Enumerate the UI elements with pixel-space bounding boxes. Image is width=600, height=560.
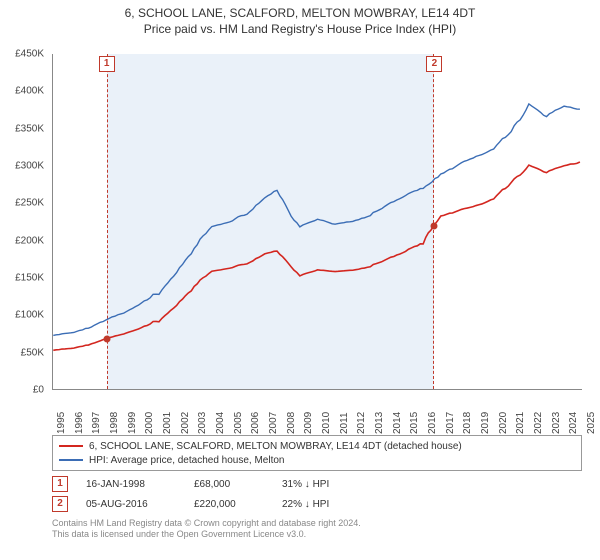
legend-swatch bbox=[59, 445, 83, 447]
marker-badge-1: 1 bbox=[99, 56, 115, 72]
x-tick-label: 2003 bbox=[197, 416, 207, 434]
x-tick-label: 2005 bbox=[233, 416, 243, 434]
header: 6, SCHOOL LANE, SCALFORD, MELTON MOWBRAY… bbox=[0, 0, 600, 36]
x-tick-label: 2021 bbox=[515, 416, 525, 434]
x-tick-label: 1998 bbox=[109, 416, 119, 434]
sale-marker-badge: 1 bbox=[52, 476, 68, 492]
x-tick-label: 2013 bbox=[374, 416, 384, 434]
x-tick-label: 1995 bbox=[56, 416, 66, 434]
x-tick-label: 2007 bbox=[268, 416, 278, 434]
y-tick-label: £300K bbox=[0, 161, 48, 172]
footer: Contains HM Land Registry data © Crown c… bbox=[52, 518, 582, 541]
sale-price: £220,000 bbox=[194, 499, 264, 510]
legend-label: HPI: Average price, detached house, Melt… bbox=[89, 455, 285, 466]
legend-row: 6, SCHOOL LANE, SCALFORD, MELTON MOWBRAY… bbox=[59, 439, 575, 453]
marker-badge-2: 2 bbox=[426, 56, 442, 72]
legend-swatch bbox=[59, 459, 83, 461]
x-tick-label: 2018 bbox=[462, 416, 472, 434]
series-property bbox=[53, 162, 580, 350]
x-tick-label: 2019 bbox=[480, 416, 490, 434]
sale-price: £68,000 bbox=[194, 479, 264, 490]
sales-info: 1 16-JAN-1998 £68,000 31% ↓ HPI 2 05-AUG-2016… bbox=[52, 474, 582, 514]
x-tick-label: 2004 bbox=[215, 416, 225, 434]
series-hpi bbox=[53, 104, 580, 336]
sale-row: 2 05-AUG-2016 £220,000 22% ↓ HPI bbox=[52, 494, 582, 514]
marker-dot-1 bbox=[103, 336, 110, 343]
y-tick-label: £100K bbox=[0, 310, 48, 321]
legend-label: 6, SCHOOL LANE, SCALFORD, MELTON MOWBRAY… bbox=[89, 441, 462, 452]
x-tick-label: 2002 bbox=[180, 416, 190, 434]
x-tick-label: 2009 bbox=[303, 416, 313, 434]
y-tick-label: £0 bbox=[0, 385, 48, 396]
sale-delta: 31% ↓ HPI bbox=[282, 479, 362, 490]
x-tick-label: 2011 bbox=[339, 416, 349, 434]
x-tick-label: 2025 bbox=[586, 416, 596, 434]
y-tick-label: £150K bbox=[0, 273, 48, 284]
footer-line-2: This data is licensed under the Open Gov… bbox=[52, 529, 582, 540]
x-tick-label: 2008 bbox=[286, 416, 296, 434]
x-tick-label: 2000 bbox=[144, 416, 154, 434]
x-tick-label: 2006 bbox=[250, 416, 260, 434]
x-tick-label: 2017 bbox=[445, 416, 455, 434]
y-tick-label: £350K bbox=[0, 123, 48, 134]
x-tick-label: 2023 bbox=[551, 416, 561, 434]
x-tick-label: 2001 bbox=[162, 416, 172, 434]
legend: 6, SCHOOL LANE, SCALFORD, MELTON MOWBRAY… bbox=[52, 435, 582, 471]
y-tick-label: £450K bbox=[0, 49, 48, 60]
x-tick-label: 2012 bbox=[356, 416, 366, 434]
sale-row: 1 16-JAN-1998 £68,000 31% ↓ HPI bbox=[52, 474, 582, 494]
y-tick-label: £200K bbox=[0, 235, 48, 246]
x-tick-label: 1996 bbox=[74, 416, 84, 434]
x-axis-ticks: 1995199619971998199920002001200220032004… bbox=[52, 390, 582, 430]
y-tick-label: £50K bbox=[0, 347, 48, 358]
chart-container: 6, SCHOOL LANE, SCALFORD, MELTON MOWBRAY… bbox=[0, 0, 600, 560]
x-tick-label: 1997 bbox=[91, 416, 101, 434]
x-tick-label: 2022 bbox=[533, 416, 543, 434]
x-tick-label: 2010 bbox=[321, 416, 331, 434]
sale-marker-badge: 2 bbox=[52, 496, 68, 512]
marker-dot-2 bbox=[431, 222, 438, 229]
x-tick-label: 2014 bbox=[392, 416, 402, 434]
sale-date: 05-AUG-2016 bbox=[86, 499, 176, 510]
series-layer bbox=[53, 54, 582, 389]
sale-date: 16-JAN-1998 bbox=[86, 479, 176, 490]
x-tick-label: 2016 bbox=[427, 416, 437, 434]
legend-row: HPI: Average price, detached house, Melt… bbox=[59, 453, 575, 467]
x-tick-label: 2020 bbox=[498, 416, 508, 434]
sale-delta: 22% ↓ HPI bbox=[282, 499, 362, 510]
x-tick-label: 1999 bbox=[127, 416, 137, 434]
y-tick-label: £250K bbox=[0, 198, 48, 209]
footer-line-1: Contains HM Land Registry data © Crown c… bbox=[52, 518, 582, 529]
title-address: 6, SCHOOL LANE, SCALFORD, MELTON MOWBRAY… bbox=[0, 6, 600, 20]
y-tick-label: £400K bbox=[0, 86, 48, 97]
plot-area: 12 bbox=[52, 54, 582, 390]
x-tick-label: 2015 bbox=[409, 416, 419, 434]
title-sub: Price paid vs. HM Land Registry's House … bbox=[0, 22, 600, 36]
x-tick-label: 2024 bbox=[568, 416, 578, 434]
